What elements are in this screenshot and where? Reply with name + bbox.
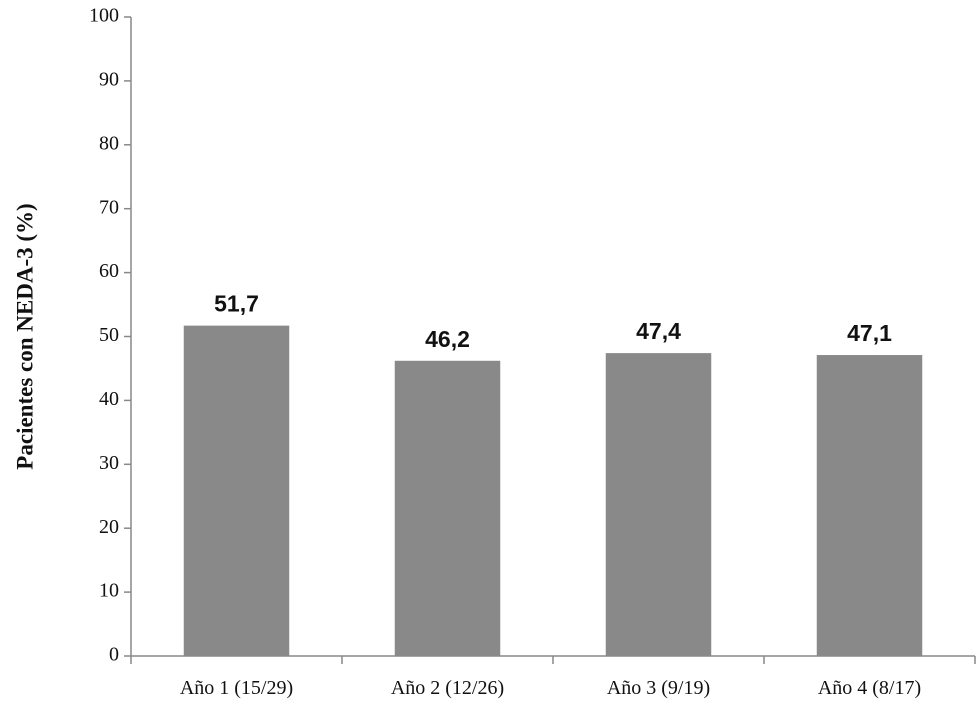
y-tick-label: 70 [99,196,119,218]
bar-series [183,325,923,656]
bar [183,325,290,656]
y-tick-label: 80 [99,132,119,154]
x-tick-label: Año 4 (8/17) [818,677,921,699]
x-axis: Año 1 (15/29) Año 2 (12/26) Año 3 (9/19) Añ… [130,655,976,699]
data-label: 47,4 [636,318,681,344]
data-label: 47,1 [847,320,892,346]
x-tick-label: Año 3 (9/19) [607,677,710,699]
y-tick-label: 0 [109,644,119,666]
y-tick-label: 100 [89,5,119,27]
data-label: 46,2 [425,326,470,352]
y-tick-label: 20 [99,516,119,538]
x-tick-label: Año 2 (12/26) [391,677,504,699]
bar [394,360,501,656]
y-axis: 0 10 20 30 40 50 60 70 80 90 100 [89,5,132,666]
y-tick-label: 90 [99,68,119,90]
y-tick-label: 40 [99,388,119,410]
y-tick-label: 60 [99,260,119,282]
x-tick-label: Año 1 (15/29) [180,677,293,699]
y-tick-label: 50 [99,324,119,346]
data-label: 51,7 [214,291,259,317]
y-axis-title: Pacientes con NEDA-3 (%) [12,203,37,469]
y-tick-label: 30 [99,452,119,474]
bar [605,353,712,656]
y-tick-label: 10 [99,580,119,602]
data-labels: 51,7 46,2 47,4 47,1 [214,291,892,352]
bar [816,355,923,656]
